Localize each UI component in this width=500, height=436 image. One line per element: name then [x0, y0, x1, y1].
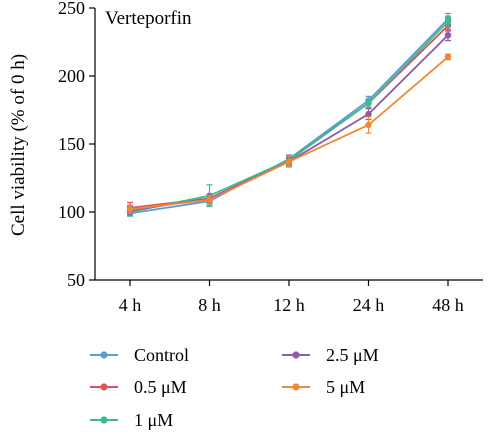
legend-label: 0.5 μM [134, 377, 187, 397]
x-tick-label: 8 h [198, 295, 221, 315]
legend-item: 5 μM [282, 377, 365, 397]
data-point [444, 32, 452, 39]
series-0-5-m [126, 19, 452, 214]
series-control [126, 12, 452, 217]
y-tick-label: 50 [67, 270, 85, 290]
legend-swatch-marker [292, 383, 300, 391]
y-tick-label: 150 [58, 134, 85, 154]
y-tick-label: 200 [58, 66, 85, 86]
series-2-5-m [126, 29, 452, 216]
legend-swatch-marker [292, 351, 300, 359]
legend-label: 1 μM [134, 410, 173, 430]
legend-swatch-marker [100, 383, 108, 391]
legend-item: Control [90, 345, 189, 365]
legend-label: 2.5 μM [326, 345, 379, 365]
data-point [444, 18, 452, 25]
legend-item: 1 μM [90, 410, 173, 430]
chart-axes: 50 100 150 200 250 4 h 8 h 12 h 24 h 48 h [58, 0, 483, 315]
legend-swatch-marker [100, 351, 108, 359]
series-1-m [126, 15, 452, 217]
x-tick-label: 48 h [432, 295, 464, 315]
y-tick-label: 250 [58, 0, 85, 18]
data-point [285, 158, 293, 165]
series-line [129, 18, 449, 215]
legend-item: 0.5 μM [90, 377, 187, 397]
data-point [126, 206, 134, 213]
y-axis-label: Cell viability (% of 0 h) [8, 54, 29, 236]
data-point [365, 100, 372, 107]
x-tick-label: 24 h [353, 295, 385, 315]
data-point [206, 196, 213, 203]
data-point [365, 110, 372, 118]
x-tick-label: 12 h [273, 295, 305, 315]
series-line [129, 20, 449, 213]
series-line [129, 25, 449, 209]
series-5-m [126, 53, 452, 214]
legend-item: 2.5 μM [282, 345, 379, 365]
legend-label: Control [134, 345, 189, 365]
data-point [365, 121, 372, 129]
chart-legend: Control 0.5 μM 1 μM 2.5 μM 5 μM [90, 345, 379, 430]
legend-swatch-marker [100, 416, 108, 424]
series-line [129, 34, 449, 212]
y-tick-label: 100 [58, 202, 85, 222]
x-tick-label: 4 h [119, 295, 142, 315]
legend-label: 5 μM [326, 377, 365, 397]
series-line [129, 56, 449, 211]
chart-series [126, 12, 452, 217]
chart-title: Verteporfin [105, 8, 192, 29]
data-point [444, 53, 452, 61]
